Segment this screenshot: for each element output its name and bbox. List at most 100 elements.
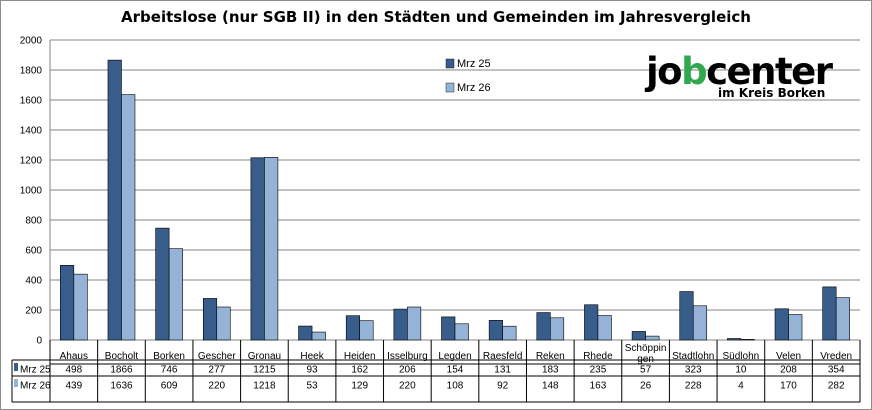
bar-mrz-25 [774, 308, 789, 341]
bar-mrz-26 [454, 323, 469, 341]
bar-mrz-26 [264, 157, 279, 341]
bar-mrz-25 [441, 316, 456, 341]
bar-mrz-25 [345, 315, 361, 341]
data-table-value: 57 [640, 365, 652, 376]
bar-mrz-25 [60, 264, 75, 341]
y-tick-label: 1400 [20, 126, 43, 137]
y-tick-label: 1000 [20, 186, 43, 197]
y-tick-label: 800 [25, 216, 42, 227]
logo-subline: im Kreis Borken [718, 86, 826, 100]
data-table-value: 1866 [110, 365, 133, 376]
data-table-value: 208 [780, 365, 797, 376]
data-table-value: 10 [735, 365, 747, 376]
bar-mrz-25 [679, 291, 694, 341]
bar-mrz-26 [73, 273, 88, 341]
x-category-label: Rhede [583, 351, 613, 362]
data-table-value: 746 [161, 365, 178, 376]
y-tick-label: 2000 [20, 36, 43, 47]
table-series-name: Mrz 26 [20, 381, 51, 392]
table-legend-key [14, 379, 18, 387]
logo-text-part: jo [646, 50, 683, 93]
x-category-label: Heiden [344, 351, 376, 362]
x-category-label: Vreden [820, 351, 852, 362]
x-category-label: Legden [438, 351, 471, 362]
bar-mrz-25 [107, 59, 122, 341]
jobcenter-logo: jobcenter im Kreis Borken [646, 52, 846, 104]
data-table-value: 439 [65, 381, 82, 392]
data-table-value: 228 [685, 381, 702, 392]
y-tick-label: 0 [36, 336, 42, 347]
logo-wordmark-text: jobcenter [646, 50, 833, 93]
logo-wordmark: jobcenter [646, 50, 833, 93]
bar-mrz-25 [631, 331, 646, 341]
x-category-label: Ahaus [60, 351, 88, 362]
data-table-value: 235 [590, 365, 607, 376]
data-table-value: 148 [542, 381, 559, 392]
bar-mrz-26 [359, 320, 374, 341]
x-category-label: Südlohn [723, 351, 760, 362]
bar-mrz-25 [155, 227, 170, 341]
x-category-label: Raesfeld [483, 351, 522, 362]
bar-mrz-25 [584, 304, 599, 341]
data-table-value: 131 [494, 365, 511, 376]
data-table-value: 609 [161, 381, 178, 392]
bar-mrz-26 [121, 94, 136, 341]
bar-mrz-25 [298, 325, 313, 341]
logo-text-part: center [706, 50, 833, 93]
data-table-value: 323 [685, 365, 702, 376]
bar-mrz-25 [727, 338, 742, 341]
data-table-value: 1636 [110, 381, 133, 392]
data-table-value: 4 [738, 381, 744, 392]
x-category-label: Schöppin [625, 343, 667, 354]
x-category-label: Gescher [198, 351, 236, 362]
legend-label: Mrz 26 [457, 82, 491, 94]
x-category-label: Borken [153, 351, 185, 362]
bar-mrz-26 [740, 339, 755, 341]
x-category-label: Bocholt [105, 351, 139, 362]
data-table-value: 26 [640, 381, 652, 392]
bar-mrz-26 [597, 315, 612, 341]
table-legend-key [14, 363, 18, 371]
y-tick-label: 600 [25, 246, 42, 257]
y-tick-label: 1600 [20, 96, 43, 107]
bar-mrz-26 [407, 306, 422, 341]
data-table-value: 1218 [253, 381, 276, 392]
x-category-label: Velen [776, 351, 801, 362]
y-tick-label: 400 [25, 276, 42, 287]
data-table-value: 220 [399, 381, 416, 392]
data-table-value: 170 [780, 381, 797, 392]
y-tick-label: 1800 [20, 66, 43, 77]
data-table-value: 220 [208, 381, 225, 392]
bar-mrz-26 [168, 248, 183, 341]
x-category-label: gen [637, 354, 654, 365]
legend-swatch [445, 82, 455, 93]
bar-mrz-26 [692, 305, 708, 341]
data-table-value: 53 [306, 381, 318, 392]
x-category-label: Isselburg [387, 351, 428, 362]
bar-mrz-26 [549, 317, 565, 341]
bar-mrz-25 [250, 157, 265, 341]
data-table-value: 92 [497, 381, 509, 392]
y-tick-label: 200 [25, 306, 42, 317]
data-table-value: 183 [542, 365, 559, 376]
x-category-label: Reken [536, 351, 565, 362]
data-table-value: 108 [447, 381, 464, 392]
legend-swatch [445, 58, 455, 69]
data-table-value: 93 [306, 365, 318, 376]
data-table-value: 129 [351, 381, 368, 392]
chart-title: Arbeitslose (nur SGB II) in den Städten … [121, 8, 751, 26]
data-table-value: 1215 [253, 365, 276, 376]
data-table-value: 277 [208, 365, 225, 376]
data-table-value: 206 [399, 365, 416, 376]
bar-mrz-25 [488, 320, 503, 341]
data-table-value: 162 [351, 365, 368, 376]
data-table-value: 163 [590, 381, 607, 392]
data-table-value: 498 [65, 365, 82, 376]
x-category-label: Gronau [248, 351, 281, 362]
bar-mrz-25 [536, 312, 551, 341]
bar-mrz-26 [835, 297, 850, 341]
bar-mrz-26 [645, 335, 660, 341]
x-category-label: Heek [300, 351, 324, 362]
bar-mrz-25 [393, 308, 408, 341]
